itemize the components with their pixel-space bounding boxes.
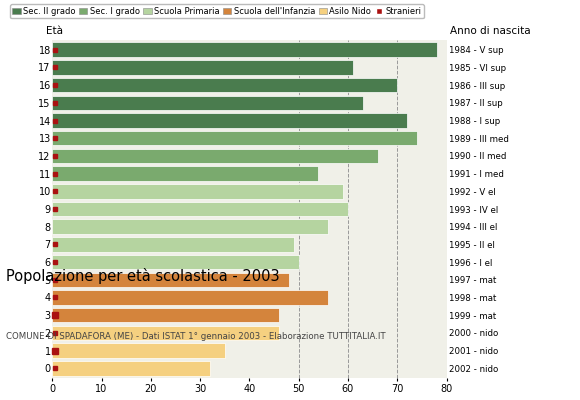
Bar [52, 326, 279, 340]
Bar [52, 237, 294, 252]
Legend: Sec. II grado, Sec. I grado, Scuola Primaria, Scuola dell'Infanzia, Asilo Nido, : Sec. II grado, Sec. I grado, Scuola Prim… [10, 4, 424, 18]
Bar [52, 149, 378, 163]
Text: COMUNE DI SPADAFORA (ME) - Dati ISTAT 1° gennaio 2003 - Elaborazione TUTTITALIA.: COMUNE DI SPADAFORA (ME) - Dati ISTAT 1°… [6, 332, 386, 341]
Bar [52, 272, 289, 287]
Bar [52, 60, 353, 75]
Bar [52, 202, 348, 216]
Text: Popolazione per età scolastica - 2003: Popolazione per età scolastica - 2003 [6, 268, 280, 284]
Bar [52, 166, 318, 181]
Bar [52, 343, 225, 358]
Bar [52, 78, 397, 92]
Bar [52, 96, 363, 110]
Bar [52, 220, 328, 234]
Bar [52, 255, 299, 269]
Bar [52, 290, 328, 305]
Bar [52, 113, 407, 128]
Bar [52, 308, 279, 322]
Bar [52, 184, 343, 198]
Bar [52, 42, 437, 57]
Bar [52, 361, 210, 376]
Bar [52, 131, 417, 146]
Text: Età: Età [46, 26, 63, 36]
Text: Anno di nascita: Anno di nascita [450, 26, 530, 36]
